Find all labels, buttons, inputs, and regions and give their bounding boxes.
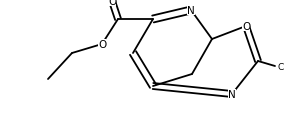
Text: CH₃: CH₃: [278, 62, 284, 71]
Text: N: N: [187, 6, 195, 16]
Text: O: O: [98, 40, 106, 50]
Text: N: N: [228, 89, 236, 99]
Text: O: O: [242, 22, 250, 32]
Text: O: O: [108, 0, 116, 7]
